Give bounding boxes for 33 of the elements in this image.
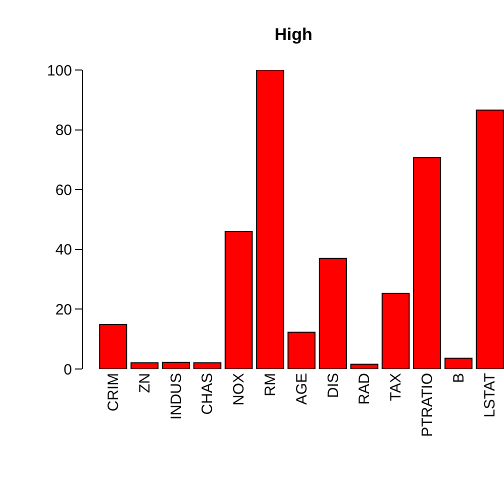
bar — [162, 362, 190, 369]
chart-title: High — [274, 24, 312, 44]
x-tick-label: INDUS — [168, 373, 185, 420]
bar — [318, 258, 347, 369]
x-tick-label: LSTAT — [482, 373, 499, 418]
x-tick-label: PTRATIO — [418, 373, 436, 437]
x-tick-label: RM — [262, 373, 279, 396]
x-tick-label: CHAS — [199, 373, 216, 415]
x-tick-label: CRIM — [105, 373, 122, 412]
bar — [350, 364, 378, 369]
bar — [193, 362, 222, 369]
bar — [256, 70, 284, 369]
bar — [413, 157, 442, 369]
y-tick-label: 60 — [55, 182, 72, 199]
y-tick-label: 40 — [55, 242, 72, 259]
x-tick-label: ZN — [136, 373, 154, 393]
x-tick-label: NOX — [230, 373, 248, 406]
y-tick-label: 20 — [55, 301, 72, 318]
bar — [382, 292, 410, 369]
y-tick-label: 80 — [55, 122, 72, 140]
x-tick-label: RAD — [356, 372, 374, 405]
x-tick-label: AGE — [293, 373, 310, 405]
bar — [476, 110, 504, 369]
y-tick-label: 0 — [64, 361, 72, 378]
y-tick-label: 100 — [46, 62, 72, 80]
bar — [288, 332, 316, 369]
x-tick-label: TAX — [388, 373, 405, 402]
bar — [130, 362, 159, 369]
x-tick-label: B — [450, 373, 468, 384]
x-tick-label: DIS — [324, 373, 342, 398]
bar — [444, 358, 472, 369]
bar — [99, 324, 128, 369]
bar — [224, 230, 253, 369]
